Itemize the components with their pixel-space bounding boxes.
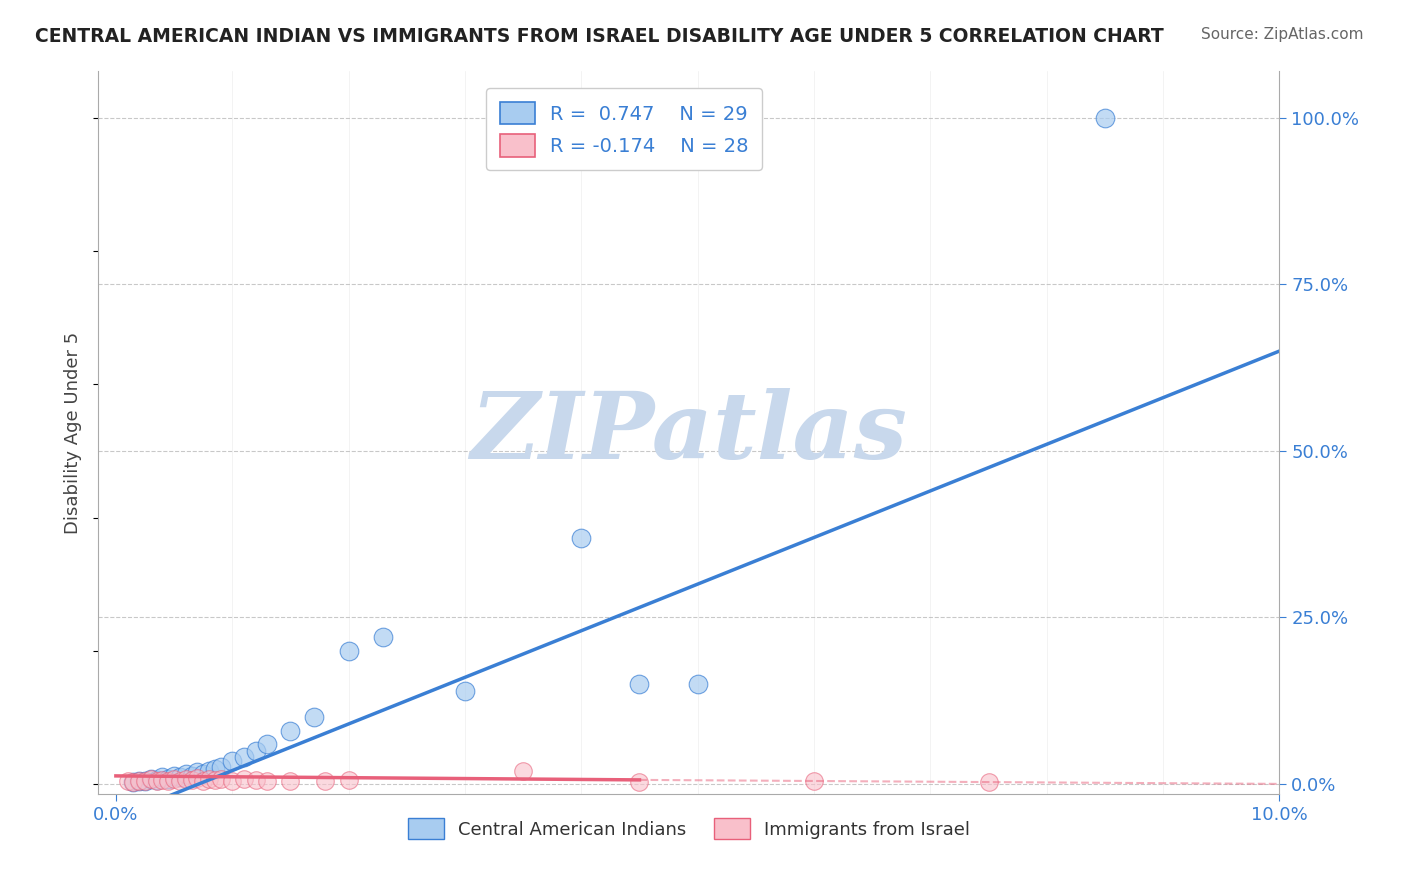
Point — [454, 683, 477, 698]
Point — [803, 774, 825, 789]
Point — [174, 772, 197, 786]
Point — [232, 772, 254, 787]
Point — [221, 773, 243, 788]
Point — [314, 773, 336, 788]
Point — [191, 773, 214, 788]
Text: ZIPatlas: ZIPatlas — [471, 388, 907, 477]
Point — [337, 643, 360, 657]
Point — [280, 774, 302, 789]
Point — [122, 775, 145, 789]
Point — [245, 743, 267, 757]
Point — [139, 772, 162, 786]
Point — [569, 531, 592, 545]
Text: CENTRAL AMERICAN INDIAN VS IMMIGRANTS FROM ISRAEL DISABILITY AGE UNDER 5 CORRELA: CENTRAL AMERICAN INDIAN VS IMMIGRANTS FR… — [35, 27, 1164, 45]
Point — [134, 774, 156, 789]
Point — [221, 754, 243, 768]
Point — [117, 773, 139, 788]
Point — [256, 773, 278, 788]
Point — [256, 737, 278, 751]
Point — [198, 772, 221, 787]
Point — [977, 775, 1000, 789]
Y-axis label: Disability Age Under 5: Disability Age Under 5 — [65, 332, 83, 533]
Point — [302, 710, 325, 724]
Point — [512, 764, 534, 778]
Point — [169, 770, 191, 784]
Point — [163, 769, 186, 783]
Point — [157, 774, 180, 789]
Point — [128, 773, 150, 788]
Point — [204, 772, 226, 787]
Point — [163, 772, 186, 787]
Point — [139, 772, 162, 786]
Point — [128, 773, 150, 788]
Point — [169, 773, 191, 788]
Text: Source: ZipAtlas.com: Source: ZipAtlas.com — [1201, 27, 1364, 42]
Point — [180, 769, 202, 783]
Point — [209, 772, 232, 786]
Point — [152, 770, 174, 784]
Point — [198, 764, 221, 778]
Point — [628, 775, 651, 789]
Point — [191, 767, 214, 781]
Point — [157, 772, 180, 786]
Point — [1094, 111, 1116, 125]
Point — [134, 774, 156, 789]
Point — [174, 767, 197, 781]
Point — [152, 772, 174, 787]
Point — [337, 772, 360, 787]
Point — [209, 760, 232, 774]
Point — [245, 772, 267, 787]
Point — [180, 772, 202, 787]
Point — [122, 775, 145, 789]
Point — [628, 677, 651, 691]
Point — [280, 723, 302, 738]
Point — [186, 771, 208, 785]
Point — [373, 631, 395, 645]
Point — [232, 750, 254, 764]
Point — [686, 677, 709, 691]
Point — [204, 762, 226, 776]
Point — [145, 773, 167, 788]
Point — [145, 772, 167, 787]
Point — [186, 764, 208, 779]
Legend: Central American Indians, Immigrants from Israel: Central American Indians, Immigrants fro… — [401, 811, 977, 847]
